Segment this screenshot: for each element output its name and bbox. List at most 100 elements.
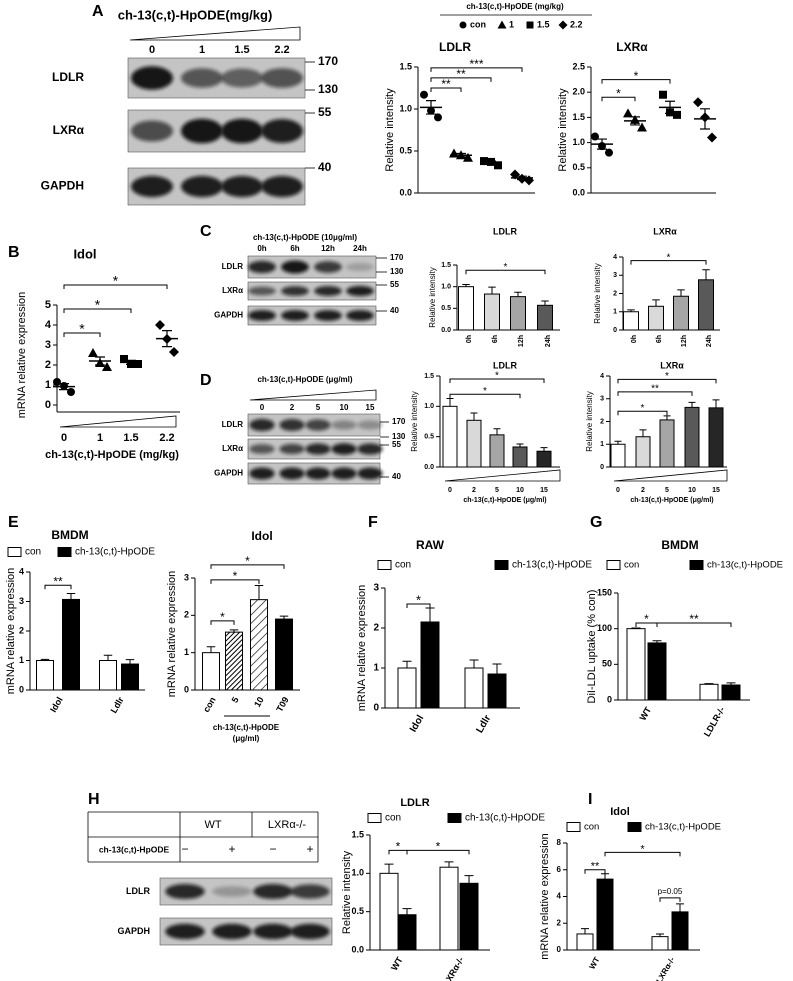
x-tick-label: 0h [466,335,473,343]
significance-bracket [210,564,285,569]
chart-title: LXRα [653,226,677,236]
bar [626,628,646,701]
significance-label: * [416,592,421,607]
data-point [463,152,473,162]
bar [487,673,507,709]
blot-band [357,420,383,430]
y-tick-label: 0.0 [572,187,585,197]
bar [459,882,479,951]
data-point [494,161,502,170]
x-tick-label: 10 [516,487,524,494]
panel-label: E [8,514,19,531]
blot-band [331,467,357,480]
blot-band [346,310,374,321]
bar [62,598,80,691]
bar [466,419,482,468]
y-tick-label: 3 [19,596,24,606]
y-axis-label: mRNA relative expression [356,585,368,712]
chart-title: LXRα [660,360,684,370]
error-bar [402,908,412,915]
lane-label: 12h [321,244,335,253]
bar [202,652,220,691]
chart-title: LDLR [400,797,429,809]
bar [647,642,667,701]
y-tick-label: 0.5 [441,305,451,312]
blot-band [357,467,383,480]
legend-marker [497,20,507,29]
blot-band [279,419,305,431]
blot-band [261,175,303,198]
blot-band [165,883,205,900]
data-point [605,148,613,157]
legend-label: ch-13(c,t)-HpODE [707,560,783,571]
significance-bracket [630,260,707,265]
sem-bar [426,100,436,115]
x-tick-label: 15 [540,487,548,494]
sem-bar [700,108,710,130]
bar [420,621,440,709]
legend-label: ch-13(c,t)-HpODE [75,547,155,558]
y-tick-label: 150 [597,587,612,597]
significance-label: * [483,386,487,397]
treatment-sign: + [228,842,235,856]
treatment-sign: − [269,842,276,856]
y-tick-label: 0.0 [399,187,412,197]
data-point [659,90,667,99]
x-tick-label: con [201,695,218,714]
significance-bracket [449,393,521,399]
y-tick-label: 3 [184,572,189,582]
blot-strip [247,255,377,279]
y-tick-label: 1.0 [351,868,364,878]
y-tick-label: 0.5 [424,434,434,441]
blot-band [305,419,331,431]
y-axis-label: mRNA relative expression [16,292,28,419]
error-bar [601,873,609,880]
y-axis-label: Relative intensity [593,263,602,323]
legend-label: con [624,560,639,571]
significance-bracket [601,96,636,102]
significance-label: * [436,840,441,854]
significance-bracket [406,603,431,608]
significance-bracket [617,378,717,384]
significance-label: ** [53,574,63,588]
blot-row-label: LXRα [222,444,243,453]
bar [510,296,526,331]
blot-band [249,467,275,480]
y-tick-label: 1.5 [399,61,412,71]
significance-bracket [430,77,492,82]
x-tick-label: 5 [665,487,669,494]
y-tick-label: 8 [557,838,562,847]
blot-row-label: LXRα [222,286,243,295]
error-bar [677,289,685,297]
data-point [420,90,428,99]
x-tick-label: 5 [495,487,499,494]
legend-label: con [25,547,41,558]
lane-label: 6h [290,244,299,253]
blot-row-label: GAPDH [214,311,243,320]
error-bar [676,903,684,912]
y-axis-label: Relative intensity [384,88,396,172]
legend-marker [459,21,467,29]
lane-label: 5 [316,403,321,412]
blot-band [331,420,357,430]
data-point [637,122,647,132]
sem-bar [665,100,675,114]
significance-label: p=0.05 [658,887,683,896]
data-point [134,360,142,368]
y-tick-label: 2.5 [572,61,585,71]
blot-row-label: LDLR [222,262,244,271]
y-tick-label: 0 [607,694,612,704]
error-bar [702,269,710,280]
significance-label: * [113,273,119,289]
y-tick-label: 3 [613,272,617,279]
legend-label: 1.5 [537,19,550,29]
marker-label: 130 [392,432,406,441]
blot-band [221,68,263,88]
data-point [623,108,633,118]
panel-label: D [200,372,212,389]
y-tick-label: 4 [600,373,604,380]
chart-title: Idol [251,529,272,543]
significance-label: * [641,403,645,414]
significance-label: ** [441,77,451,91]
error-bar [516,443,524,447]
